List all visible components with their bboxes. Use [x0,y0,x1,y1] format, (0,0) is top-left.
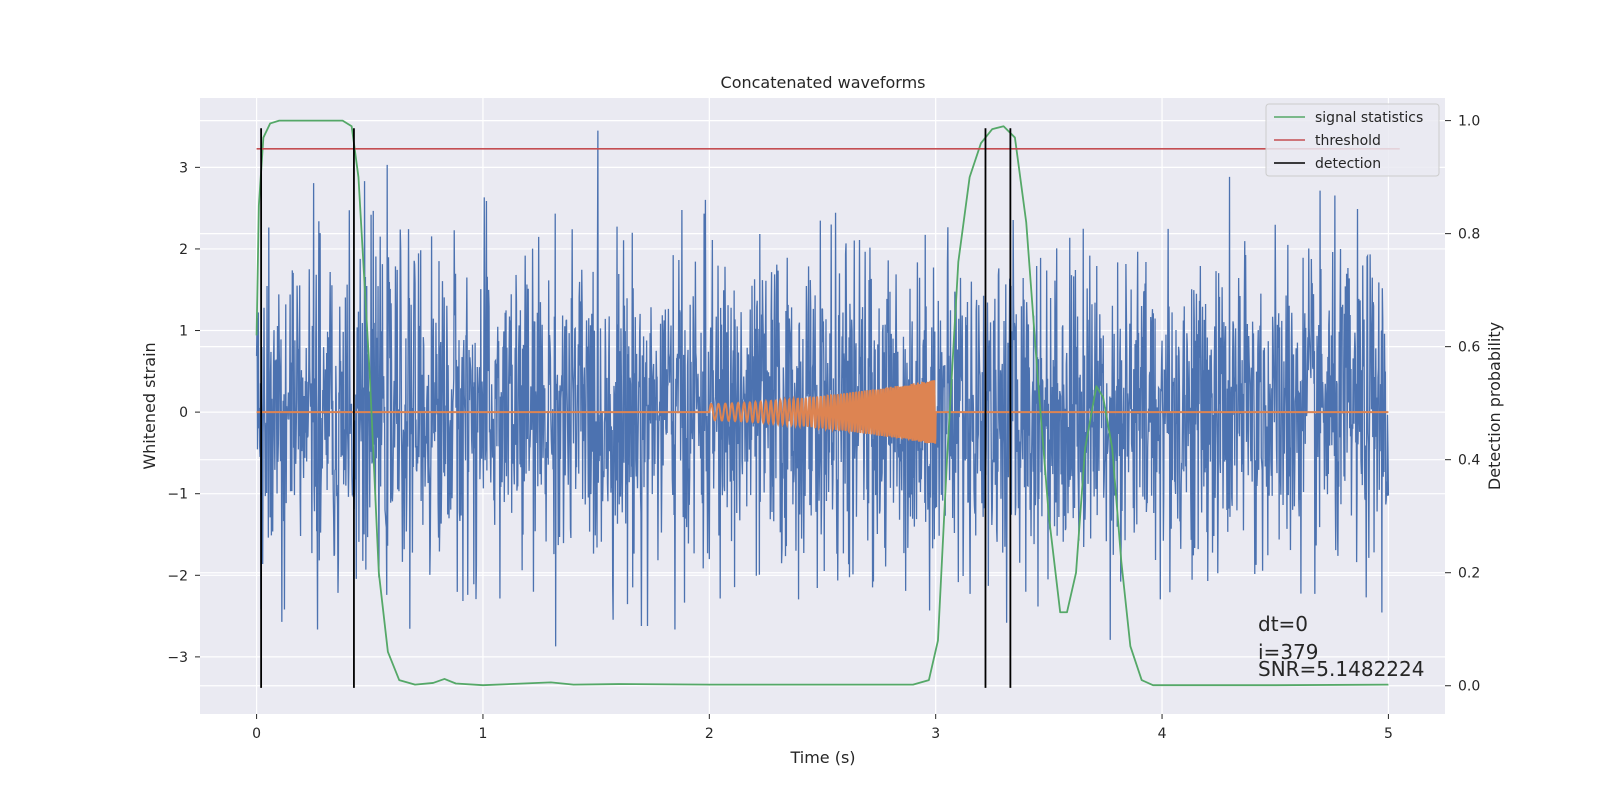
series-signal-statistics [255,119,1389,687]
x-tick-label: 5 [1384,726,1393,742]
y2-tick-label: 0.0 [1458,679,1480,695]
y-tick-label: −3 [167,650,188,666]
series-whitened-strain [255,130,1390,647]
legend-label-detection: detection [1315,156,1381,172]
y-tick-label: −2 [167,568,188,584]
x-tick-label: 3 [931,726,940,742]
y2-tick-label: 1.0 [1458,114,1480,130]
y2-tick-label: 0.2 [1458,566,1480,582]
annotation-i: i=379 [1258,640,1319,664]
x-tick-label: 2 [705,726,714,742]
y-tick-label: 2 [179,242,188,258]
annotation-dt: dt=0 [1258,612,1308,636]
signal-statistics-line [255,119,1389,687]
y-tick-label: 0 [179,405,188,421]
x-tick-label: 0 [252,726,261,742]
y2-tick-label: 0.6 [1458,340,1480,356]
y-tick-label: 3 [179,160,188,176]
y2-tick-label: 0.8 [1458,227,1480,243]
axes: 0 1 2 3 4 5 −3 −2 −1 0 1 2 3 0.0 0.2 0.4 0.6 0.8 1.0 [167,114,1480,742]
legend-label-threshold: threshold [1315,133,1381,149]
legend: signal statistics threshold detection [1265,103,1440,177]
chirp-line [256,380,1389,444]
x-tick-label: 1 [478,726,487,742]
legend-label-signal-statistics: signal statistics [1315,110,1423,126]
annotation-snr: SNR=5.1482224 [1258,657,1424,681]
series-detection [260,128,1012,688]
y2-tick-label: 0.4 [1458,453,1480,469]
legend-box [1265,103,1440,177]
y2-axis-label: Detection probability [1485,322,1504,490]
noise-line [255,130,1390,647]
series-chirp [256,380,1389,444]
y-tick-label: −1 [167,487,188,503]
x-axis-label: Time (s) [789,748,855,767]
y-axis-label: Whitened strain [140,342,159,469]
y-tick-label: 1 [179,324,188,340]
x-tick-label: 4 [1158,726,1167,742]
chart-title: Concatenated waveforms [721,73,926,92]
